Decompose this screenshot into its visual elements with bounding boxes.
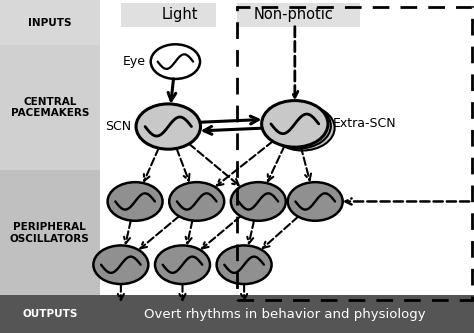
- Bar: [0, 45, 100, 170]
- Circle shape: [136, 104, 201, 149]
- Circle shape: [217, 245, 272, 284]
- Circle shape: [266, 103, 331, 149]
- Circle shape: [93, 245, 148, 284]
- Bar: [121, 3, 216, 27]
- Bar: [0, 170, 100, 295]
- Text: CENTRAL
PACEMAKERS: CENTRAL PACEMAKERS: [10, 97, 89, 118]
- Bar: [237, 7, 472, 300]
- Circle shape: [270, 105, 335, 151]
- Circle shape: [169, 182, 224, 221]
- Circle shape: [151, 44, 200, 79]
- Bar: [237, 3, 360, 27]
- Text: OUTPUTS: OUTPUTS: [22, 309, 77, 319]
- Bar: [0, 0, 100, 45]
- Text: Extra-SCN: Extra-SCN: [333, 117, 396, 131]
- Text: PERIPHERAL
OSCILLATORS: PERIPHERAL OSCILLATORS: [10, 222, 90, 244]
- Circle shape: [288, 182, 343, 221]
- Circle shape: [155, 245, 210, 284]
- Text: Overt rhythms in behavior and physiology: Overt rhythms in behavior and physiology: [144, 307, 425, 321]
- Circle shape: [231, 182, 286, 221]
- Text: Non-photic: Non-photic: [254, 7, 334, 23]
- Text: INPUTS: INPUTS: [28, 18, 72, 28]
- Text: Light: Light: [162, 7, 199, 23]
- Text: Eye: Eye: [123, 55, 146, 68]
- Circle shape: [108, 182, 163, 221]
- Bar: [0, 295, 100, 333]
- Bar: [100, 295, 474, 333]
- Text: SCN: SCN: [105, 120, 131, 133]
- Circle shape: [262, 101, 328, 147]
